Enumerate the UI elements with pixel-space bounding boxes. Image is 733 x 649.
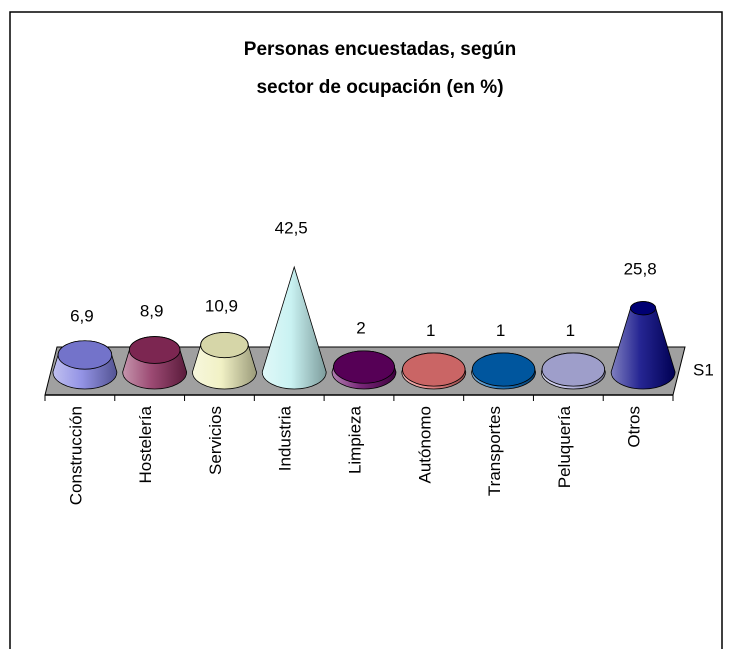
value-label: 25,8	[624, 260, 657, 279]
value-label: 42,5	[275, 218, 308, 237]
cone	[261, 265, 327, 390]
chart-title: sector de ocupación (en %)	[256, 77, 503, 98]
value-label: 1	[426, 321, 435, 340]
x-tick-label: Industria	[276, 405, 295, 471]
x-tick-label: Hostelería	[136, 405, 155, 483]
cone-top	[630, 301, 657, 316]
x-tick-label: Limpieza	[345, 405, 364, 474]
cone	[401, 352, 467, 390]
x-tick-label: Peluquería	[555, 405, 574, 488]
cone	[331, 350, 397, 390]
cone-side	[261, 265, 327, 390]
x-tick-label: Construcción	[66, 406, 85, 505]
value-label: 10,9	[205, 297, 238, 316]
cone-top	[541, 352, 605, 387]
series-axis-label: S1	[693, 360, 714, 379]
value-label: 1	[496, 321, 505, 340]
cone-top	[200, 332, 249, 359]
cone-top	[471, 352, 536, 387]
value-label: 6,9	[70, 306, 94, 325]
value-label: 2	[356, 319, 365, 338]
cone-top	[333, 350, 395, 384]
x-tick-label: Transportes	[485, 406, 504, 496]
chart-border	[9, 11, 723, 649]
cone-top	[402, 352, 466, 387]
value-label: 1	[566, 321, 575, 340]
cone	[540, 352, 606, 390]
cone	[122, 336, 188, 390]
x-tick-label: Autónomo	[415, 406, 434, 484]
value-label: 8,9	[140, 301, 164, 320]
cone	[471, 352, 536, 390]
chart-title: Personas encuestadas, según	[244, 39, 516, 60]
cone	[52, 340, 118, 390]
cone-top	[57, 340, 113, 370]
cone	[610, 301, 676, 390]
cone-top	[128, 336, 181, 364]
x-tick-label: Otros	[625, 406, 644, 448]
x-tick-label: Servicios	[206, 406, 225, 475]
cone	[192, 332, 257, 390]
